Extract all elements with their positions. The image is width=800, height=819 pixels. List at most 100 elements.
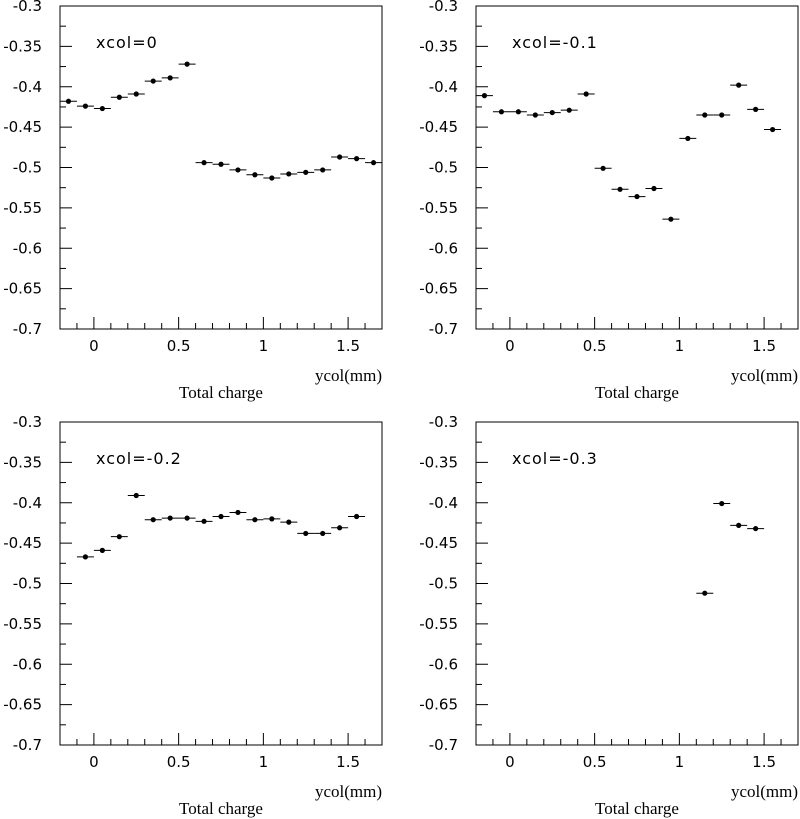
y-tick-label: -0.3 <box>13 0 42 15</box>
data-point <box>252 517 258 523</box>
y-tick-label: -0.4 <box>13 78 42 96</box>
y-tick-label: -0.6 <box>429 655 458 673</box>
data-point <box>252 172 258 178</box>
data-point <box>303 169 309 175</box>
x-tick-label: 0.5 <box>167 337 191 355</box>
x-tick-label: 0.5 <box>167 753 191 771</box>
data-point <box>337 154 343 160</box>
plot-frame <box>59 5 383 330</box>
y-tick-label: -0.45 <box>3 118 42 136</box>
data-point <box>634 193 640 200</box>
y-tick-label: -0.35 <box>3 37 42 55</box>
panel-title: Total charge <box>595 799 679 818</box>
x-tick-label: 1 <box>259 753 269 771</box>
panel-annotation: xcol=-0.2 <box>96 449 182 468</box>
data-point <box>753 106 759 112</box>
data-point <box>184 61 190 67</box>
data-point <box>116 94 122 100</box>
panel-1: -0.3 -0.35 -0.4 -0.45 -0.5 -0.55 -0.6 -0.65 -0.7… <box>3 0 383 402</box>
data-point <box>167 515 173 521</box>
data-point <box>719 500 725 507</box>
data-point <box>353 513 360 520</box>
data-point <box>99 105 105 112</box>
data-point <box>549 109 555 116</box>
plot-frame <box>59 421 383 746</box>
y-tick-label: -0.5 <box>13 575 42 593</box>
x-tick-label: 0.5 <box>583 337 607 355</box>
y-tick-label: -0.7 <box>429 736 458 754</box>
y-tick-label: -0.3 <box>13 413 42 431</box>
panel-title: Total charge <box>179 383 263 402</box>
data-point <box>736 522 742 528</box>
x-tick-label: 0 <box>505 337 515 355</box>
y-tick-label: -0.6 <box>13 655 42 673</box>
x-tick-label: 1 <box>675 753 685 771</box>
data-point <box>370 160 377 166</box>
data-point <box>702 590 708 596</box>
data-point <box>668 216 674 222</box>
x-tick-label: 1 <box>259 337 269 355</box>
data-point <box>498 109 505 115</box>
data-point <box>133 91 139 97</box>
plot-frame <box>475 5 799 330</box>
y-tick-label: -0.35 <box>3 453 42 471</box>
panel-title: Total charge <box>179 799 263 818</box>
panel-annotation: xcol=0 <box>96 33 158 52</box>
data-point <box>337 525 343 531</box>
data-point <box>651 185 657 192</box>
data-point <box>82 554 89 560</box>
data-point <box>719 112 725 118</box>
panel-annotation: xcol=-0.1 <box>512 33 598 52</box>
data-point <box>736 82 742 88</box>
y-tick-label: -0.65 <box>419 696 458 714</box>
data-point <box>353 156 360 162</box>
panel-annotation: xcol=-0.3 <box>512 449 598 468</box>
data-point <box>617 186 623 192</box>
x-tick-label: 1 <box>675 337 685 355</box>
data-point <box>150 517 156 523</box>
data-point <box>218 161 224 167</box>
x-axis-label: ycol(mm) <box>315 782 382 801</box>
x-tick-label: 0 <box>89 753 99 771</box>
y-tick-label: -0.6 <box>429 239 458 257</box>
y-tick-label: -0.5 <box>13 159 42 177</box>
data-point <box>167 75 173 81</box>
data-point <box>133 492 139 499</box>
data-point <box>769 126 776 133</box>
data-point <box>269 516 275 522</box>
data-point <box>702 112 708 118</box>
data-point <box>515 109 521 115</box>
data-point <box>600 165 606 171</box>
y-tick-label: -0.5 <box>429 575 458 593</box>
x-tick-label: 0 <box>89 337 99 355</box>
y-tick-label: -0.45 <box>419 118 458 136</box>
y-tick-label: -0.5 <box>429 159 458 177</box>
panel-2: -0.3 -0.35 -0.4 -0.45 -0.5 -0.55 -0.6 -0.65 -0.7… <box>419 0 799 402</box>
y-tick-label: -0.4 <box>429 78 458 96</box>
panel-4: -0.3 -0.35 -0.4 -0.45 -0.5 -0.55 -0.6 -0.65 -0.7… <box>419 413 799 818</box>
data-point <box>116 534 122 540</box>
y-tick-label: -0.65 <box>419 280 458 298</box>
panel-title: Total charge <box>595 383 679 402</box>
y-tick-label: -0.7 <box>429 320 458 338</box>
y-tick-label: -0.4 <box>429 494 458 512</box>
y-tick-label: -0.6 <box>13 239 42 257</box>
y-tick-label: -0.65 <box>3 280 42 298</box>
data-point <box>82 103 89 109</box>
data-point <box>235 167 241 173</box>
y-tick-label: -0.7 <box>13 736 42 754</box>
x-tick-label: 1.5 <box>752 337 776 355</box>
data-point <box>320 530 326 537</box>
x-axis-label: ycol(mm) <box>315 366 382 385</box>
data-point <box>201 160 207 166</box>
y-tick-label: -0.45 <box>419 534 458 552</box>
data-point <box>150 78 156 84</box>
data-point <box>753 525 759 532</box>
data-point <box>481 93 488 99</box>
y-tick-label: -0.65 <box>3 696 42 714</box>
x-tick-label: 1.5 <box>336 753 360 771</box>
data-point <box>99 547 105 553</box>
y-tick-label: -0.3 <box>429 0 458 15</box>
data-point <box>184 515 190 521</box>
